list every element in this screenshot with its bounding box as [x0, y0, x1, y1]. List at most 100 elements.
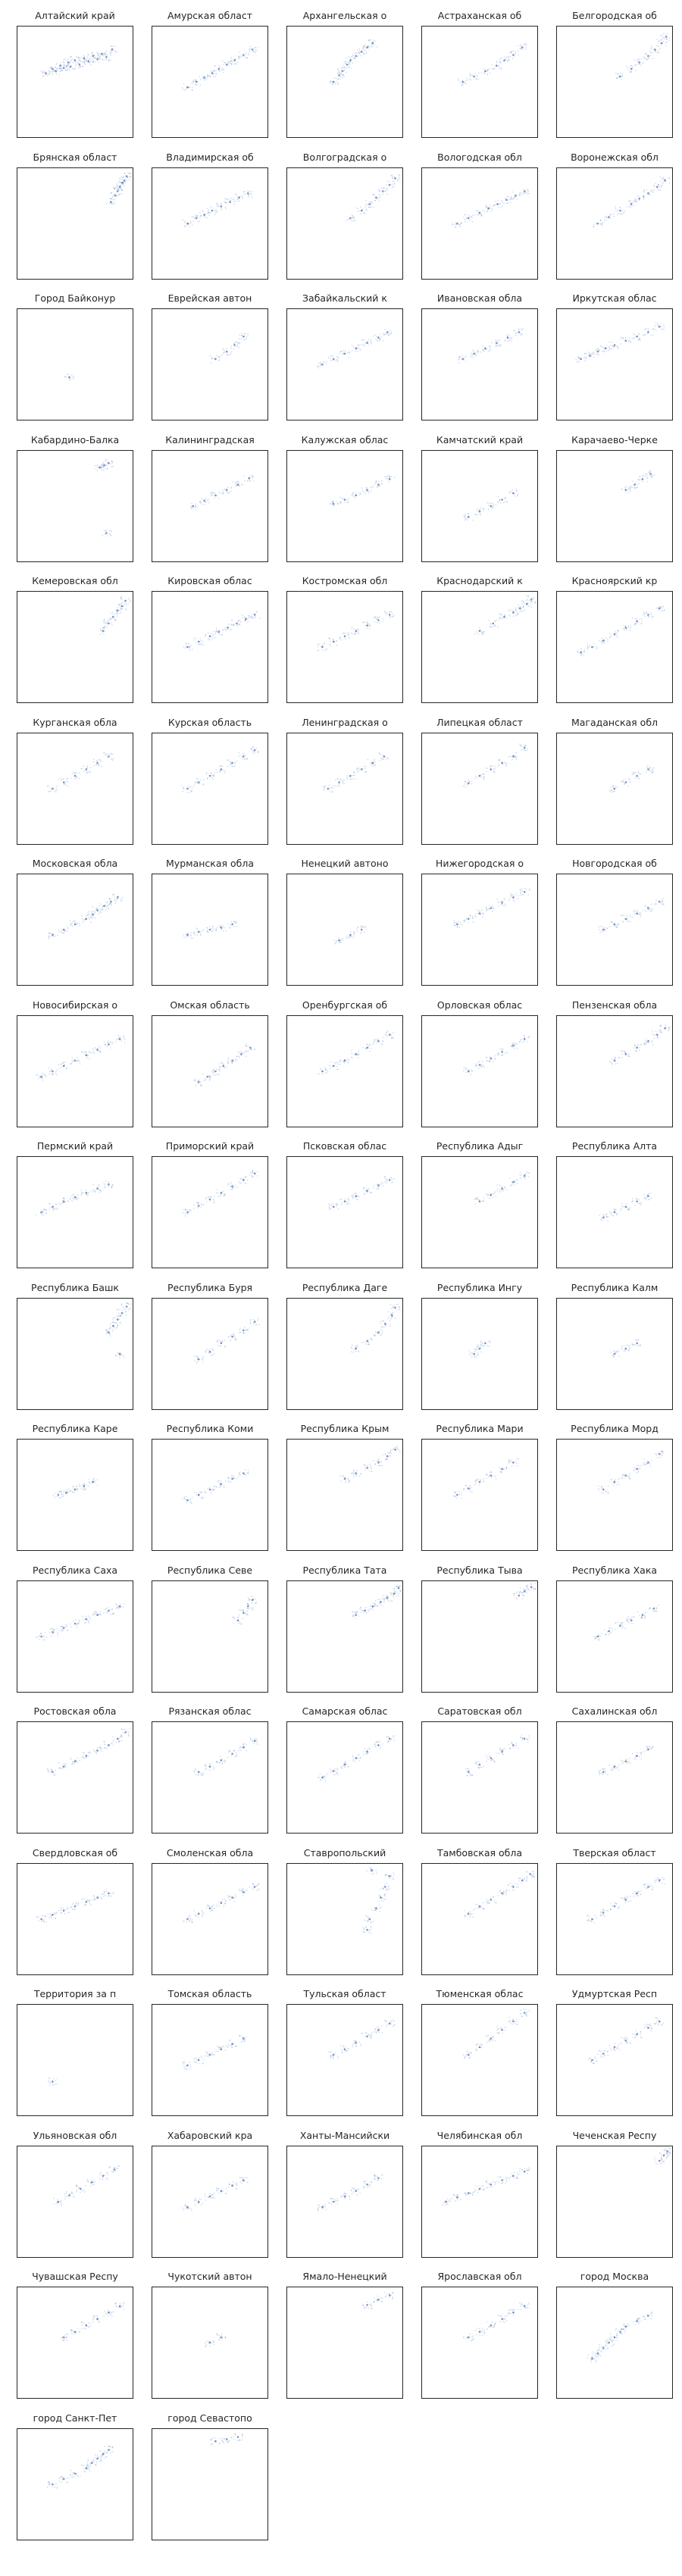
scatter-point-jitter: [523, 1034, 525, 1036]
scatter-point-jitter: [458, 358, 460, 360]
scatter-point-jitter: [61, 69, 63, 71]
scatter-point-jitter: [655, 899, 657, 901]
scatter-point-jitter: [102, 907, 103, 908]
scatter-point-jitter: [391, 475, 393, 477]
scatter-point-jitter: [336, 502, 339, 504]
scatter-point: [83, 57, 86, 60]
scatter-point-jitter: [61, 931, 62, 933]
scatter-point-jitter: [192, 216, 194, 217]
scatter-point-jitter: [382, 1039, 383, 1041]
scatter-point-jitter: [67, 927, 69, 930]
scatter-point-jitter: [100, 760, 102, 761]
scatter-point-jitter: [480, 1064, 482, 1065]
scatter-point-jitter: [465, 218, 466, 220]
scatter-point-jitter: [454, 921, 456, 924]
scatter-point-jitter: [348, 350, 350, 352]
scatter-point: [523, 189, 526, 192]
scatter-point-jitter: [224, 202, 226, 203]
scatter-point-jitter: [610, 348, 612, 349]
scatter-point-jitter: [626, 628, 628, 630]
scatter-point-jitter: [491, 507, 493, 509]
scatter-point: [108, 461, 110, 464]
scatter-point-jitter: [204, 80, 205, 81]
scatter-point-jitter: [249, 45, 251, 47]
scatter-point-jitter: [655, 902, 656, 905]
scatter-point-jitter: [332, 786, 334, 788]
scatter-point-jitter: [520, 44, 521, 46]
scatter-point-jitter: [494, 1057, 496, 1058]
scatter-point-jitter: [236, 341, 237, 343]
scatter-point-jitter: [63, 64, 65, 66]
scatter-point-jitter: [364, 45, 365, 47]
scatter-point-jitter: [210, 633, 212, 634]
scatter-point-jitter: [471, 349, 474, 352]
scatter-point-jitter: [337, 83, 339, 85]
scatter-point-jitter: [323, 788, 325, 789]
scatter-point-jitter: [524, 192, 527, 194]
scatter-point-jitter: [92, 913, 94, 914]
scatter-point-jitter: [392, 180, 393, 182]
scatter-point-jitter: [483, 1197, 485, 1199]
scatter-point-jitter: [364, 206, 366, 208]
scatter-point-jitter: [242, 56, 243, 58]
scatter-point-jitter: [495, 1196, 497, 1198]
scatter-point: [321, 363, 324, 366]
scatter-point-jitter: [660, 323, 662, 324]
scatter-point-jitter: [114, 187, 115, 189]
scatter-point-jitter: [500, 344, 502, 345]
scatter-point-jitter: [527, 189, 529, 192]
scatter-point-jitter: [347, 1059, 349, 1061]
scatter-point-jitter: [661, 608, 662, 609]
scatter-point-jitter: [471, 354, 474, 355]
scatter-point-jitter: [367, 340, 368, 342]
scatter-point-jitter: [363, 52, 364, 54]
scatter-point-jitter: [208, 75, 211, 77]
scatter-point-jitter: [221, 202, 222, 205]
scatter-point-jitter: [353, 771, 355, 773]
scatter-point-jitter: [111, 191, 113, 193]
scatter-point-jitter: [238, 481, 240, 483]
scatter-point-jitter: [231, 1061, 233, 1063]
scatter-point: [236, 483, 239, 486]
plot-frame: [17, 1156, 133, 1268]
scatter-point-jitter: [397, 180, 399, 182]
scatter-point-jitter: [183, 646, 185, 648]
scatter-point-jitter: [370, 341, 371, 343]
scatter-point-jitter: [455, 924, 457, 926]
scatter-point-jitter: [102, 58, 103, 60]
scatter-point-jitter: [86, 766, 88, 767]
scatter-point-jitter: [201, 642, 202, 645]
scatter-point-jitter: [208, 211, 209, 214]
scatter-point-jitter: [603, 1215, 605, 1217]
scatter-point-jitter: [659, 1028, 661, 1030]
scatter-point-jitter: [244, 333, 246, 335]
scatter-point-jitter: [220, 203, 222, 205]
scatter-point-jitter: [626, 1203, 627, 1205]
scatter-point-jitter: [228, 198, 230, 199]
scatter-point-jitter: [618, 630, 619, 631]
scatter-point-jitter: [354, 496, 355, 499]
scatter-point-jitter: [208, 75, 210, 77]
scatter-point-jitter: [622, 1205, 624, 1208]
scatter-point-jitter: [660, 1024, 662, 1026]
scatter-point-jitter: [657, 1036, 659, 1039]
scatter-point-jitter: [503, 202, 505, 204]
scatter-point-jitter: [326, 361, 327, 362]
scatter-point-jitter: [125, 1302, 127, 1304]
scatter-point-jitter: [471, 215, 472, 217]
scatter-point-jitter: [514, 755, 516, 757]
scatter-point-jitter: [99, 56, 101, 58]
scatter-point: [490, 907, 493, 909]
scatter-point-jitter: [499, 202, 501, 204]
scatter-plot-area: [152, 732, 268, 845]
scatter-point-jitter: [482, 508, 484, 509]
scatter-point-jitter: [122, 177, 124, 178]
scatter-point-jitter: [393, 1178, 396, 1180]
scatter-point: [492, 622, 495, 625]
scatter-point-jitter: [203, 215, 205, 217]
scatter-point-jitter: [72, 377, 74, 380]
scatter-point-jitter: [195, 503, 196, 505]
scatter-point-jitter: [363, 1193, 365, 1194]
scatter-point-jitter: [349, 1199, 350, 1201]
scatter-point-jitter: [487, 210, 489, 211]
